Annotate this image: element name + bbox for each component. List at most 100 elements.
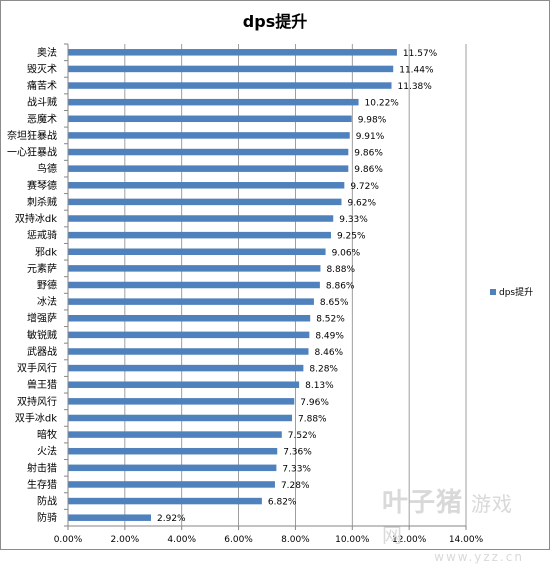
data-label: 8.46% (315, 348, 344, 358)
category-label: 兽王猎 (27, 378, 57, 391)
x-tick-label: 6.00% (224, 535, 253, 545)
bar (68, 447, 278, 455)
x-tick-label: 12.00% (392, 535, 427, 545)
bar (68, 398, 295, 405)
bar (68, 248, 326, 256)
data-label: 9.25% (337, 232, 366, 242)
category-label: 元素萨 (27, 262, 57, 275)
bar (68, 364, 304, 372)
data-label: 9.33% (339, 215, 368, 225)
legend-swatch (490, 288, 496, 295)
bar (68, 265, 321, 272)
category-label: 双手风行 (17, 362, 57, 375)
data-label: 11.38% (398, 82, 433, 92)
data-label: 8.88% (326, 265, 355, 275)
watermark-url: www.yzz.cn (434, 550, 524, 564)
category-label: 武器战 (27, 345, 57, 358)
data-label: 6.82% (268, 498, 297, 508)
category-label: 奥法 (37, 46, 57, 59)
bar (68, 381, 300, 388)
data-label: 9.98% (358, 115, 387, 125)
bar-series (68, 49, 397, 521)
data-label: 7.28% (281, 481, 310, 491)
bar (68, 115, 352, 123)
bar (68, 132, 350, 139)
category-label: 刺杀贼 (27, 195, 57, 208)
bar (68, 198, 342, 206)
data-label: 8.13% (305, 381, 334, 391)
bar (68, 215, 334, 222)
bar (68, 414, 293, 422)
category-label: 增强萨 (27, 312, 57, 325)
x-tick-label: 2.00% (111, 535, 140, 545)
data-label: 7.36% (283, 448, 312, 458)
data-label: 8.49% (315, 331, 344, 341)
category-label: 战斗贼 (27, 96, 57, 109)
category-label: 暗牧 (37, 428, 57, 441)
bar (68, 298, 314, 305)
category-label: 敏锐贼 (27, 328, 57, 341)
category-label: 防战 (37, 495, 57, 508)
category-label: 野德 (37, 279, 57, 292)
category-label: 惩戒骑 (27, 229, 57, 242)
category-label: 双手冰dk (15, 411, 57, 424)
data-label: 9.72% (350, 182, 379, 192)
category-label: 生存猎 (27, 478, 57, 491)
x-tick-label: 4.00% (167, 535, 196, 545)
data-label: 9.91% (356, 132, 385, 142)
data-label: 7.88% (298, 414, 327, 424)
category-label: 赛琴德 (27, 179, 57, 192)
category-label: 鸟德 (37, 162, 57, 175)
bar (68, 331, 310, 339)
bar (68, 281, 320, 289)
data-label: 9.62% (347, 198, 376, 208)
bar (68, 514, 152, 521)
category-label: 邪dk (35, 246, 57, 258)
data-label: 9.86% (354, 165, 383, 175)
legend-label: dps提升 (499, 288, 534, 298)
data-label: 9.06% (332, 248, 361, 258)
data-label: 9.86% (354, 149, 383, 159)
bar (68, 431, 282, 438)
data-label: 8.86% (326, 282, 355, 292)
data-label: 11.44% (399, 65, 434, 75)
category-label: 火法 (37, 445, 57, 458)
data-label: 10.22% (365, 99, 400, 109)
data-label: 8.65% (320, 298, 349, 308)
x-axis-ticks: 0.00% 2.00% 4.00% 6.00% 8.00% 10.00% 12.00% 14.… (54, 526, 484, 545)
bar-chart: 11.57% 11.44% 11.38% 10.22% 9.98% 9.91% 9.86% 9… (7, 43, 484, 545)
data-label: 2.92% (157, 514, 186, 524)
bar (68, 98, 359, 106)
bar (68, 481, 275, 488)
bar (68, 314, 311, 322)
category-label: 痛苦术 (27, 79, 57, 92)
bar (68, 231, 331, 239)
chart-title: dps提升 (242, 12, 308, 31)
bar (68, 148, 349, 156)
bar (68, 497, 262, 505)
data-label: 7.33% (282, 464, 311, 474)
chart-frame (0, 0, 550, 550)
x-tick-label: 10.00% (335, 535, 370, 545)
bar (68, 49, 397, 56)
x-tick-label: 8.00% (281, 535, 310, 545)
category-label: 双持风行 (17, 395, 57, 408)
data-label: 11.57% (403, 49, 438, 59)
category-label: 防骑 (37, 511, 57, 524)
bar (68, 165, 349, 172)
data-labels: 11.57% 11.44% 11.38% 10.22% 9.98% 9.91% 9.86% 9… (157, 49, 438, 524)
category-label: 冰法 (37, 295, 57, 308)
data-label: 8.52% (316, 315, 345, 325)
bar (68, 182, 345, 189)
category-label: 毁灭术 (27, 63, 57, 75)
data-label: 7.96% (300, 398, 329, 408)
bar (68, 65, 394, 73)
legend: dps提升 (490, 285, 533, 298)
category-label: 射击猎 (27, 461, 57, 474)
x-tick-label: 14.00% (449, 535, 484, 545)
bar (68, 464, 277, 472)
category-label: 一心狂暴战 (7, 147, 57, 159)
category-label: 双持冰dk (15, 212, 57, 225)
data-label: 8.28% (309, 365, 338, 375)
